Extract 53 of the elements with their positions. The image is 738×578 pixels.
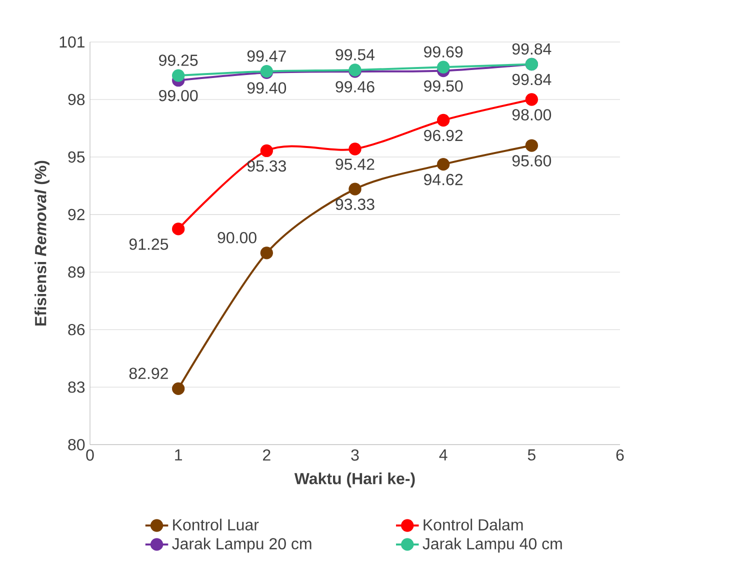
data-label: 91.25 [129,238,168,250]
legend-label: Kontrol Luar [173,518,259,530]
data-label: 99.69 [424,46,463,58]
point [172,69,185,82]
y-tick-label: 98 [68,94,85,106]
point [437,114,450,127]
point [172,222,185,236]
y-tick-label: 95 [68,151,85,163]
data-label: 99.84 [512,43,552,55]
x-axis-title: Waktu (Hari ke-) [294,472,415,488]
legend-label: Jarak Lampu 40 cm [422,538,562,553]
y-tick-label: 101 [60,36,84,48]
x-tick-label: 6 [616,449,624,461]
point [348,142,362,156]
point [525,93,538,106]
point [260,246,273,260]
x-tick-label: 3 [351,449,359,461]
data-label: 90.00 [218,232,256,244]
data-label: 93.33 [336,198,374,210]
data-label: 98.00 [512,109,552,120]
y-tick-label: 83 [68,381,85,393]
data-label: 94.62 [424,174,463,186]
data-label: 99.84 [512,74,552,86]
legend-label: Kontrol Dalam [424,518,523,530]
point [348,182,362,196]
data-label: 99.47 [247,50,286,62]
y-tick-label: 80 [68,439,85,450]
point [172,382,185,396]
y-tick-label: 86 [68,324,85,336]
point [437,60,450,74]
data-label: 99.40 [247,82,286,94]
data-label: 82.92 [129,368,168,380]
data-label: 99.46 [336,81,374,92]
point [525,139,538,152]
data-label: 96.92 [424,130,463,142]
data-label: 95.42 [336,158,374,170]
x-tick-label: 1 [175,449,182,460]
point [260,144,273,158]
data-label: 99.54 [336,49,375,60]
data-label: 99.50 [424,80,463,92]
data-label: 95.60 [512,155,552,166]
x-tick-label: 0 [86,449,94,461]
x-tick-label: 5 [528,449,536,461]
x-tick-label: 2 [263,449,270,461]
y-tick-label: 92 [68,208,84,220]
data-label: 95.33 [247,160,286,172]
data-label: 99.00 [159,90,198,102]
legend-label: Jarak Lampu 20 cm [172,538,312,553]
point [437,158,450,171]
x-tick-label: 4 [439,449,448,460]
y-axis-title: Efisiensi Removal (%) [34,160,50,326]
data-label: 99.25 [159,54,198,66]
y-tick-label: 89 [68,266,85,278]
